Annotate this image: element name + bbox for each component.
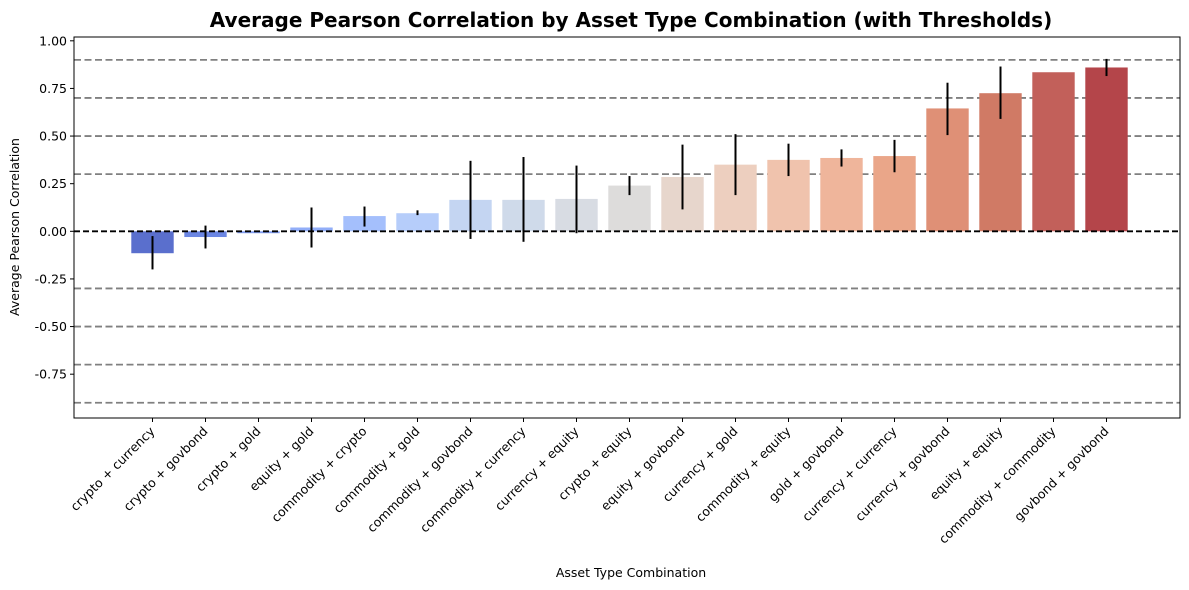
x-axis-label: Asset Type Combination [556,565,706,580]
threshold-lines [74,58,1180,404]
y-tick-label: -0.50 [35,319,67,334]
x-tick-label: currency + govbond [852,424,953,525]
y-tick-label: 0.75 [39,81,67,96]
x-tick-label: commodity + equity [693,423,795,525]
y-tick-label: 0.50 [39,129,67,144]
bars [131,67,1128,254]
y-axis-ticks: -0.75 -0.50 -0.25 0.00 0.25 0.50 0.75 1.00 [35,33,74,382]
x-tick-label: commodity + crypto [268,424,370,526]
chart-title: Average Pearson Correlation by Asset Typ… [210,8,1052,32]
y-tick-label: 0.25 [39,176,67,191]
y-tick-label: -0.75 [35,367,67,382]
y-tick-label: 0.00 [39,224,67,239]
bar [820,157,863,232]
y-tick-label: 1.00 [39,33,67,48]
bar [396,213,439,232]
x-tick-label: currency + currency [799,423,900,524]
x-tick-label: commodity + govbond [364,424,476,536]
plot-frame [73,36,1181,419]
y-axis-label: Average Pearson Correlation [7,138,22,316]
bar [1085,67,1128,232]
x-tick-label: govbond + govbond [1011,424,1112,525]
y-tick-label: -0.25 [35,271,67,286]
bar [1032,72,1075,232]
error-bars [151,58,1108,270]
x-tick-label: commodity + currency [417,423,529,535]
bar [237,231,280,234]
